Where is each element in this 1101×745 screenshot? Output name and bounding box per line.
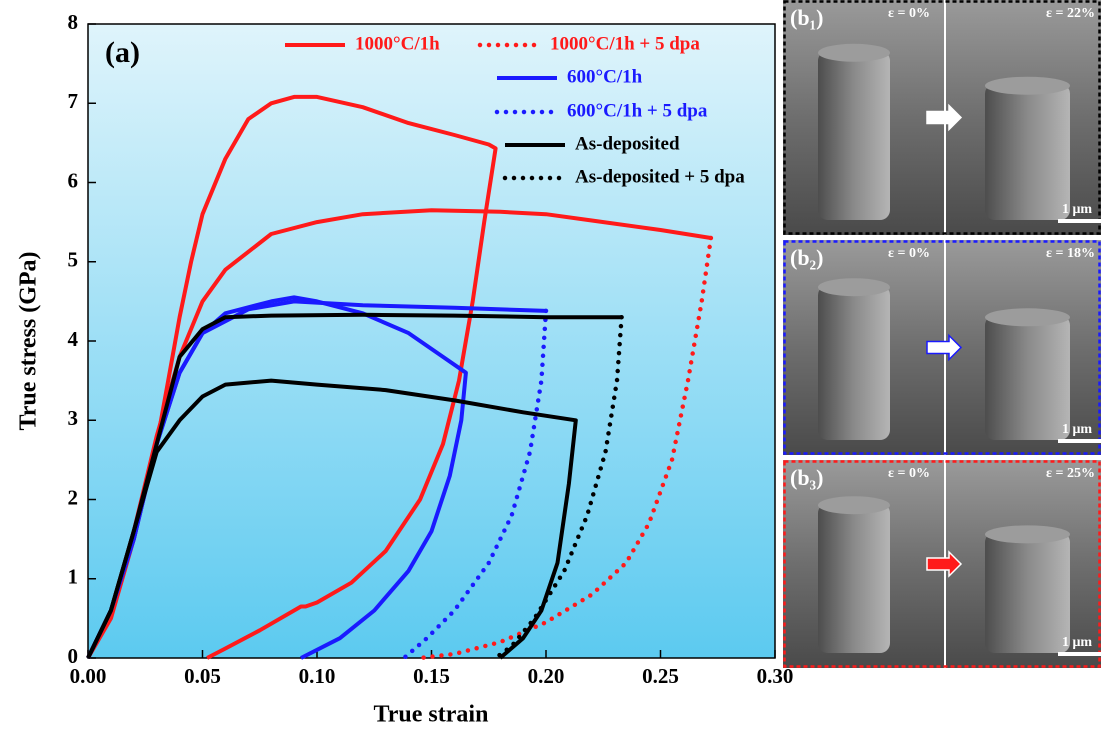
y-axis-label: True stress (GPa) [16, 251, 42, 430]
x-tick-label: 0.15 [413, 664, 450, 688]
legend-label: As-deposited + 5 dpa [575, 166, 745, 187]
x-tick-label: 0.10 [299, 664, 336, 688]
image-panels: (b₁) ε = 0% ε = 22% 1 μm (b₂) ε = 0% ε = 18% 1 … [783, 0, 1101, 668]
pillar [985, 315, 1070, 440]
x-tick-label: 0.25 [642, 664, 679, 688]
panel-label: (a) [105, 36, 140, 69]
y-tick-label: 7 [68, 89, 79, 113]
scale-bar [1058, 652, 1101, 656]
legend-label: 600°C/1h + 5 dpa [567, 100, 708, 121]
y-tick-label: 3 [68, 406, 79, 430]
y-tick-label: 2 [68, 485, 79, 509]
page: {"chart_data": {"type": "line", "panel_l… [0, 0, 1101, 740]
panel-label: (b₃) [790, 465, 823, 490]
x-tick-label: 0.05 [184, 664, 221, 688]
pillar [985, 84, 1070, 220]
legend-label: 1000°C/1h + 5 dpa [550, 33, 700, 54]
y-tick-label: 1 [68, 565, 79, 589]
scale-bar-label: 1 μm [1062, 635, 1092, 650]
pillar-top [818, 496, 890, 514]
strain-after: ε = 25% [1046, 466, 1095, 481]
panel-label: (b₂) [790, 245, 823, 270]
panel-label: (b₁) [790, 5, 823, 30]
strain-after: ε = 18% [1046, 246, 1095, 261]
y-tick-label: 4 [68, 327, 79, 351]
legend-label: 600°C/1h [567, 66, 643, 87]
pillar-top [985, 308, 1070, 326]
scale-bar [1058, 219, 1101, 223]
y-tick-label: 6 [68, 168, 79, 192]
pillar [985, 532, 1070, 653]
y-tick-label: 8 [68, 10, 79, 34]
strain-before: ε = 0% [888, 466, 930, 481]
figure: (a) True strain True stress (GPa) (b₁) ε … [0, 0, 1101, 740]
scale-bar [1058, 439, 1101, 443]
y-tick-label: 0 [68, 644, 79, 668]
strain-after: ε = 22% [1046, 6, 1095, 21]
x-tick-label: 0.20 [528, 664, 565, 688]
y-tick-label: 5 [68, 248, 79, 272]
scale-bar-label: 1 μm [1062, 202, 1092, 217]
x-tick-label: 0.30 [757, 664, 794, 688]
pillar-top [985, 525, 1070, 543]
pillar [818, 51, 890, 220]
strain-before: ε = 0% [888, 6, 930, 21]
pillar-top [818, 44, 890, 62]
strain-before: ε = 0% [888, 246, 930, 261]
pillar-top [818, 278, 890, 296]
pillar [818, 285, 890, 440]
legend-label: 1000°C/1h [355, 33, 440, 54]
scale-bar-label: 1 μm [1062, 422, 1092, 437]
pillar-top [985, 77, 1070, 95]
legend-label: As-deposited [575, 133, 680, 154]
x-axis-label: True strain [374, 702, 489, 728]
pillar [818, 503, 890, 653]
